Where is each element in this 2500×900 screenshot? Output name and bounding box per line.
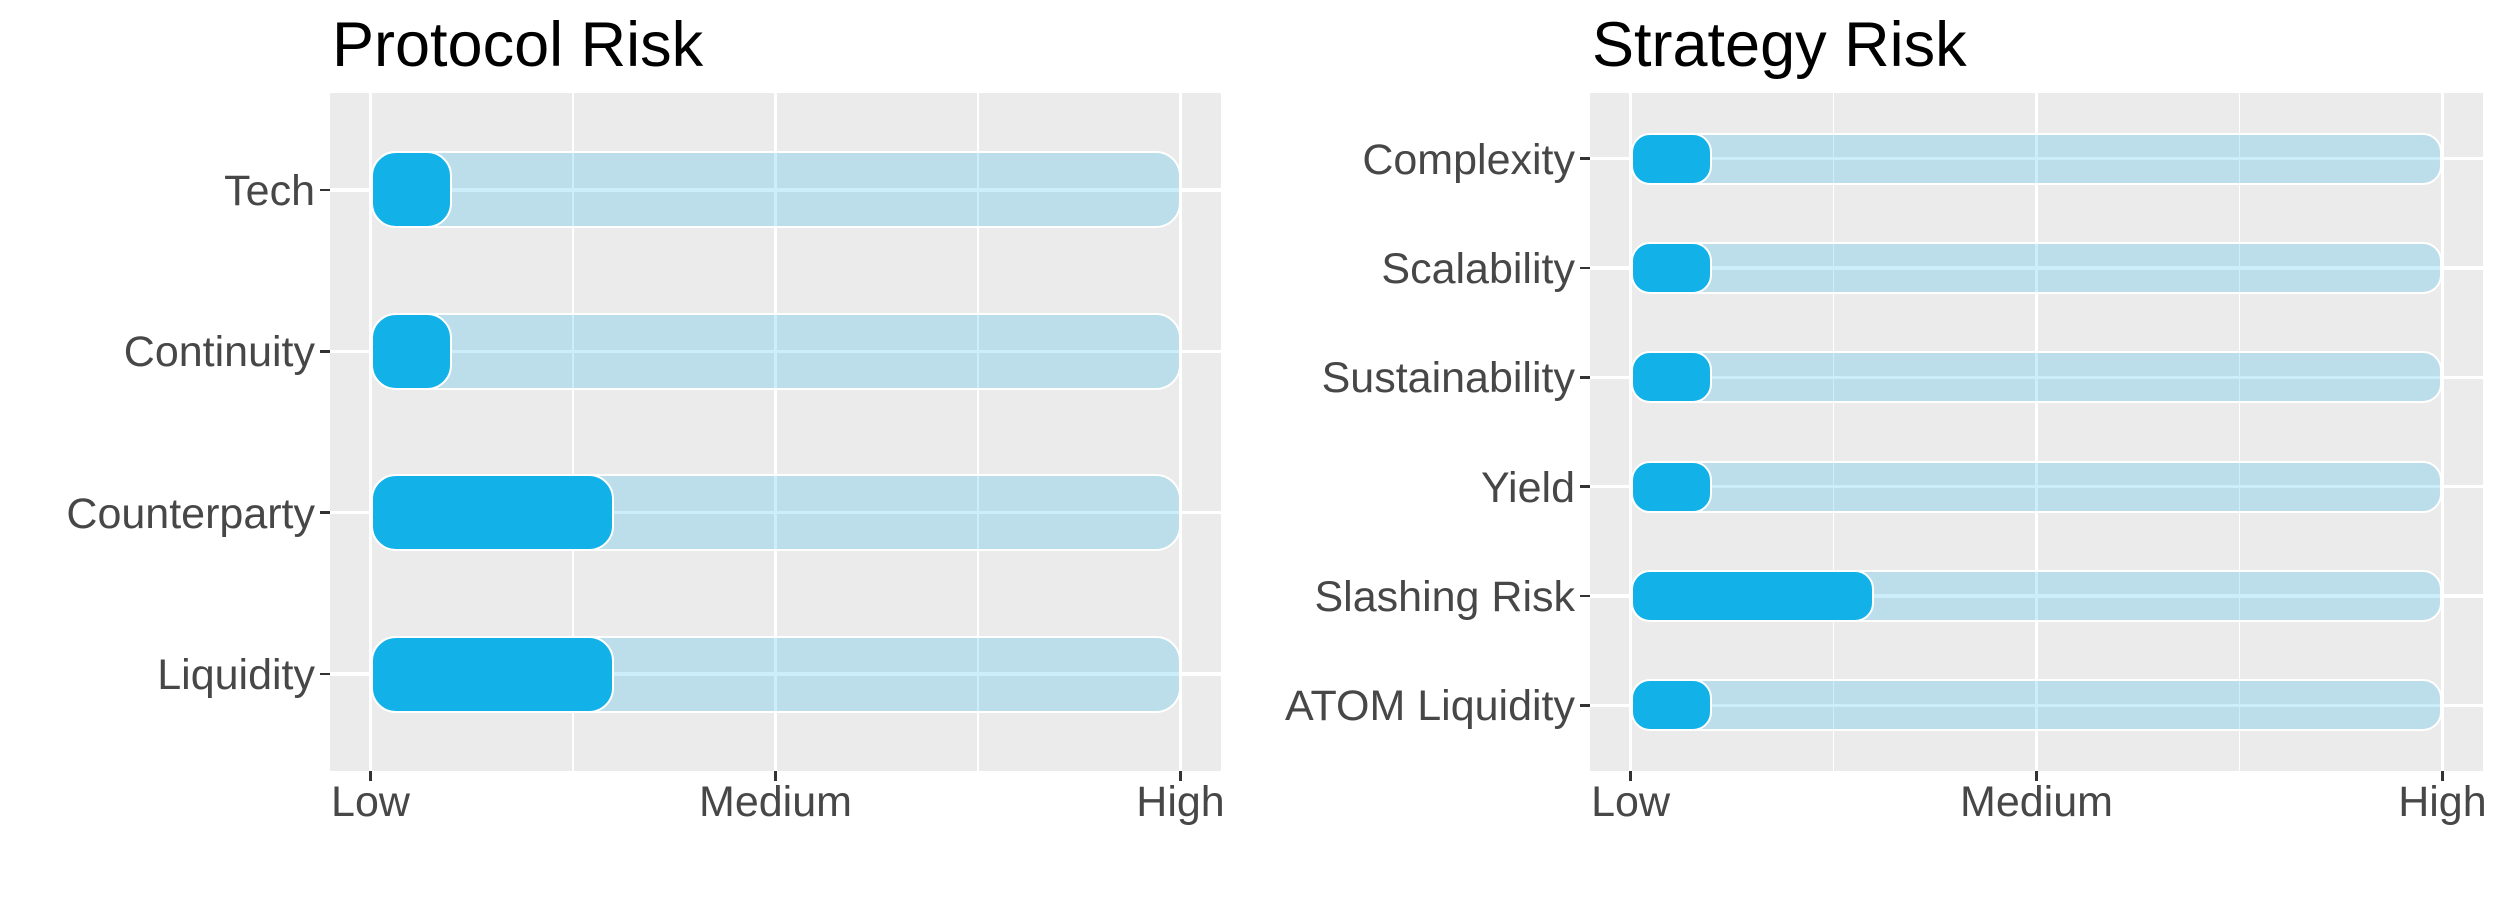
risk-bar bbox=[1630, 679, 1712, 732]
gridline-major-horizontal bbox=[1590, 375, 2483, 379]
chart-title: Strategy Risk bbox=[1592, 10, 1967, 80]
risk-track bbox=[1630, 132, 2443, 185]
gridline-major-horizontal bbox=[330, 672, 1221, 676]
x-axis-tick bbox=[369, 771, 372, 781]
category-label: Liquidity bbox=[157, 651, 315, 700]
risk-track bbox=[370, 151, 1181, 229]
y-axis-tick bbox=[1580, 376, 1590, 379]
y-axis-tick bbox=[1580, 266, 1590, 270]
risk-track bbox=[1630, 679, 2443, 732]
category-label: Continuity bbox=[123, 328, 315, 377]
gridline-major-vertical bbox=[1178, 93, 1183, 771]
plot-panel bbox=[1590, 93, 2483, 771]
gridline-major-horizontal bbox=[330, 511, 1221, 515]
gridline-major-vertical bbox=[2034, 93, 2039, 771]
category-label: ATOM Liquidity bbox=[1285, 682, 1575, 731]
y-axis-tick bbox=[1580, 485, 1590, 488]
category-label: Slashing Risk bbox=[1314, 573, 1576, 622]
gridline-major-horizontal bbox=[1590, 266, 2483, 270]
gridline-major-horizontal bbox=[1590, 484, 2483, 489]
risk-track bbox=[1630, 241, 2443, 294]
risk-bar bbox=[1630, 132, 1712, 185]
y-axis-tick bbox=[320, 672, 330, 676]
y-axis-tick bbox=[1580, 704, 1590, 707]
risk-track bbox=[370, 312, 1181, 390]
x-axis-tick bbox=[1179, 771, 1182, 781]
gridline-major-vertical bbox=[773, 93, 778, 771]
category-label: Scalability bbox=[1381, 244, 1575, 293]
gridline-minor-vertical bbox=[977, 93, 979, 771]
category-label: Complexity bbox=[1362, 135, 1575, 184]
gridline-major-horizontal bbox=[1590, 156, 2483, 161]
gridline-major-vertical bbox=[1628, 93, 1633, 771]
x-axis-tick-label: High bbox=[2398, 778, 2487, 826]
x-axis-tick bbox=[1629, 771, 1632, 781]
x-axis-tick-label: Medium bbox=[699, 778, 852, 826]
x-axis-tick bbox=[774, 771, 777, 781]
risk-bar bbox=[370, 151, 452, 229]
y-axis-tick bbox=[320, 188, 330, 192]
risk-bar bbox=[1630, 241, 1712, 294]
plot-panel bbox=[330, 93, 1221, 771]
risk-track bbox=[1630, 351, 2443, 404]
gridline-major-horizontal bbox=[1590, 594, 2483, 598]
risk-bar bbox=[1630, 351, 1712, 404]
y-axis-tick bbox=[320, 511, 330, 514]
y-axis-tick bbox=[1580, 157, 1590, 160]
category-label: Counterparty bbox=[66, 489, 315, 538]
risk-bar bbox=[370, 474, 614, 552]
chart-title: Protocol Risk bbox=[332, 10, 704, 80]
x-axis-tick-label: High bbox=[1136, 778, 1225, 826]
risk-bar bbox=[370, 635, 614, 713]
x-axis-tick bbox=[2441, 771, 2444, 781]
x-axis-tick-label: Low bbox=[1591, 778, 1671, 826]
y-axis-tick bbox=[1580, 594, 1590, 598]
gridline-minor-vertical bbox=[1832, 93, 1835, 771]
x-axis-tick-label: Medium bbox=[1960, 778, 2113, 826]
gridline-major-horizontal bbox=[330, 188, 1221, 192]
gridline-major-vertical bbox=[368, 93, 373, 771]
category-label: Yield bbox=[1480, 463, 1575, 512]
risk-track bbox=[1630, 460, 2443, 513]
x-axis-tick bbox=[2035, 771, 2038, 781]
gridline-major-vertical bbox=[2440, 93, 2445, 771]
gridline-major-horizontal bbox=[1590, 703, 2483, 708]
risk-bar bbox=[1630, 570, 1875, 623]
category-label: Sustainability bbox=[1321, 354, 1575, 403]
risk-bar bbox=[370, 312, 452, 390]
gridline-minor-vertical bbox=[572, 93, 574, 771]
gridline-minor-vertical bbox=[2238, 93, 2241, 771]
category-label: Tech bbox=[224, 166, 315, 215]
risk-bar bbox=[1630, 460, 1712, 513]
gridline-major-horizontal bbox=[330, 349, 1221, 353]
y-axis-tick bbox=[320, 350, 330, 353]
x-axis-tick-label: Low bbox=[331, 778, 410, 826]
